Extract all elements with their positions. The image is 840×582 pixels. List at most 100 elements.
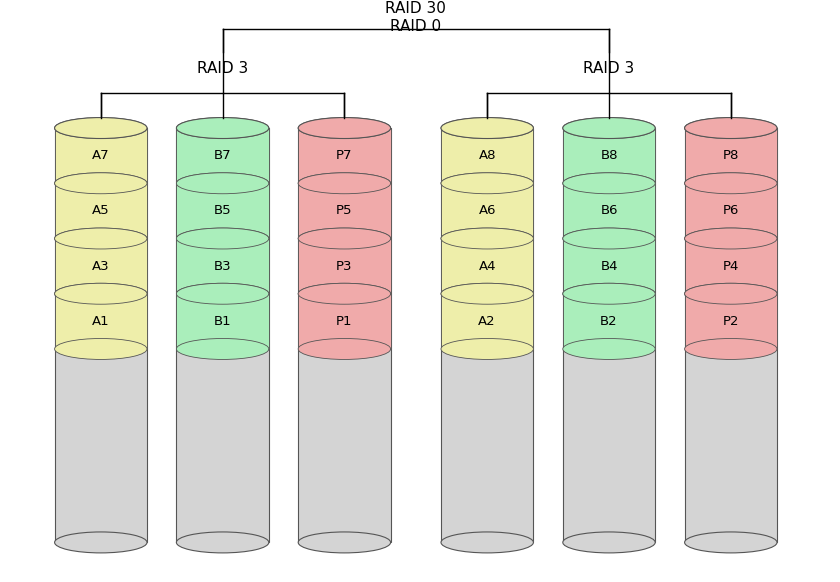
Ellipse shape <box>176 532 269 553</box>
Bar <box>563 294 655 349</box>
Ellipse shape <box>298 173 391 194</box>
Text: P6: P6 <box>722 204 739 218</box>
Text: B2: B2 <box>601 315 617 328</box>
Bar <box>298 294 391 349</box>
Ellipse shape <box>685 173 777 194</box>
Bar <box>441 128 533 183</box>
Ellipse shape <box>563 173 655 194</box>
Ellipse shape <box>563 532 655 553</box>
Text: P8: P8 <box>722 149 739 162</box>
Text: B8: B8 <box>601 149 617 162</box>
Ellipse shape <box>441 339 533 360</box>
Text: P2: P2 <box>722 315 739 328</box>
Text: RAID 3: RAID 3 <box>583 61 635 76</box>
Text: B5: B5 <box>214 204 231 218</box>
Ellipse shape <box>298 173 391 194</box>
Ellipse shape <box>298 118 391 139</box>
Ellipse shape <box>176 228 269 249</box>
Text: A6: A6 <box>479 204 496 218</box>
Ellipse shape <box>55 173 147 194</box>
Ellipse shape <box>563 339 655 360</box>
Text: B1: B1 <box>214 315 231 328</box>
Text: A5: A5 <box>92 204 109 218</box>
Ellipse shape <box>298 532 391 553</box>
Bar <box>176 294 269 349</box>
Ellipse shape <box>685 283 777 304</box>
Ellipse shape <box>55 118 147 139</box>
Ellipse shape <box>685 228 777 249</box>
Ellipse shape <box>563 228 655 249</box>
Ellipse shape <box>176 228 269 249</box>
Text: RAID 30: RAID 30 <box>386 1 446 16</box>
Ellipse shape <box>176 339 269 360</box>
Text: A1: A1 <box>92 315 109 328</box>
Ellipse shape <box>441 228 533 249</box>
Bar <box>441 239 533 294</box>
Bar <box>685 239 777 294</box>
Bar <box>685 183 777 239</box>
Ellipse shape <box>563 173 655 194</box>
Text: P4: P4 <box>722 260 739 272</box>
Bar <box>176 128 269 183</box>
Ellipse shape <box>441 283 533 304</box>
Ellipse shape <box>298 228 391 249</box>
Ellipse shape <box>563 283 655 304</box>
Bar <box>563 128 655 183</box>
Ellipse shape <box>685 228 777 249</box>
Ellipse shape <box>55 173 147 194</box>
Text: A2: A2 <box>479 315 496 328</box>
Bar <box>441 183 533 239</box>
Text: B7: B7 <box>214 149 231 162</box>
Ellipse shape <box>563 283 655 304</box>
Text: RAID 3: RAID 3 <box>197 61 249 76</box>
Text: P1: P1 <box>336 315 353 328</box>
Text: A7: A7 <box>92 149 109 162</box>
Ellipse shape <box>563 118 655 139</box>
Ellipse shape <box>176 283 269 304</box>
Text: B6: B6 <box>601 204 617 218</box>
Ellipse shape <box>685 118 777 139</box>
Bar <box>563 128 655 542</box>
Ellipse shape <box>298 283 391 304</box>
Bar <box>55 294 147 349</box>
Ellipse shape <box>176 118 269 139</box>
Ellipse shape <box>176 283 269 304</box>
Ellipse shape <box>685 118 777 139</box>
Text: A8: A8 <box>479 149 496 162</box>
Ellipse shape <box>685 283 777 304</box>
Ellipse shape <box>685 532 777 553</box>
Ellipse shape <box>176 118 269 139</box>
Text: P3: P3 <box>336 260 353 272</box>
Bar <box>176 128 269 542</box>
Bar <box>563 239 655 294</box>
Ellipse shape <box>685 339 777 360</box>
Text: A4: A4 <box>479 260 496 272</box>
Ellipse shape <box>563 228 655 249</box>
Text: B3: B3 <box>214 260 231 272</box>
Text: P5: P5 <box>336 204 353 218</box>
Ellipse shape <box>55 339 147 360</box>
Bar <box>441 294 533 349</box>
Text: B4: B4 <box>601 260 617 272</box>
Ellipse shape <box>55 532 147 553</box>
Ellipse shape <box>441 173 533 194</box>
Bar <box>685 128 777 183</box>
Bar <box>176 239 269 294</box>
Text: A3: A3 <box>92 260 109 272</box>
Bar <box>441 128 533 542</box>
Ellipse shape <box>298 228 391 249</box>
Text: P7: P7 <box>336 149 353 162</box>
Bar <box>55 128 147 183</box>
Ellipse shape <box>563 118 655 139</box>
Ellipse shape <box>176 173 269 194</box>
Ellipse shape <box>55 283 147 304</box>
Bar <box>685 294 777 349</box>
Ellipse shape <box>176 173 269 194</box>
Bar <box>298 128 391 183</box>
Bar <box>55 128 147 542</box>
Ellipse shape <box>55 228 147 249</box>
Ellipse shape <box>441 228 533 249</box>
Ellipse shape <box>298 118 391 139</box>
Ellipse shape <box>441 532 533 553</box>
Ellipse shape <box>55 118 147 139</box>
